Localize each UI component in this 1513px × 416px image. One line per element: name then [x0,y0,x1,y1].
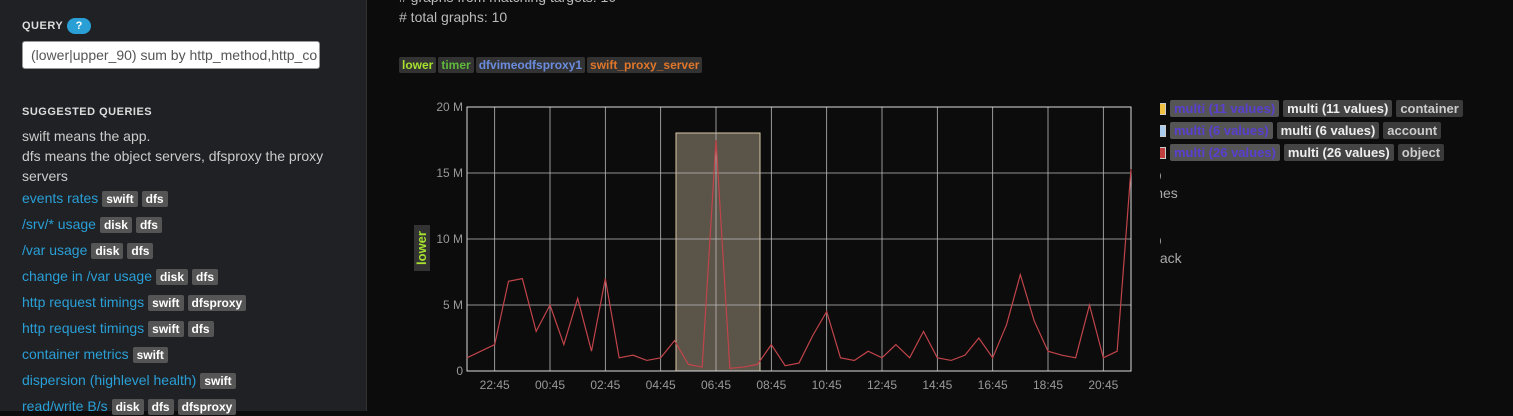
query-tag: swift [102,191,138,207]
description-line: dfs means the object servers, dfsproxy t… [22,148,324,184]
suggested-title: SUGGESTED QUERIES [22,106,153,118]
chart-bg [400,95,1160,405]
query-item: dispersion (highlevel health) swift [22,372,236,390]
x-tick-label: 02:45 [590,378,620,392]
filter-tag: swift_proxy_server [587,57,703,73]
chart: 0 5 M 10 M 15 M 20 M 22:45 00:45 02:45 04:45 06:4… [400,95,1160,405]
query-item: http request timings swift dfs [22,320,214,338]
filter-tag: dfvimeodfsproxy1 [475,57,586,73]
legend-row: multi (26 values) multi (26 values) object [1150,144,1445,162]
query-link[interactable]: events rates [22,190,99,206]
x-tick-label: 00:45 [535,378,565,392]
query-tag: swift [148,321,184,337]
query-link[interactable]: /srv/* usage [22,216,96,232]
legend-part[interactable]: multi (11 values) [1170,100,1280,117]
query-tag: dfs [127,243,154,259]
x-tick-label: 12:45 [867,378,897,392]
query-item: container metrics swift [22,346,168,364]
series-line [466,139,1132,370]
filter-tag: lower [399,57,437,73]
legend-part: multi (26 values) [1283,144,1394,161]
help-button[interactable]: ? [67,18,92,34]
query-tag: dfsproxy [187,295,247,311]
query-tag: disk [91,243,124,259]
query-item: read/write B/s disk dfs dfsproxy [22,398,237,416]
query-item: /srv/* usage disk dfs [22,216,162,234]
query-tag: dfs [192,269,218,285]
plot-border [466,106,1132,372]
y-tick-label: 10 M [436,232,463,246]
y-tick-label: 20 M [436,100,463,114]
legend-row: multi (11 values) multi (11 values) contai… [1150,100,1463,118]
x-tick-label: 18:45 [1033,378,1063,392]
y-tick-label: 5 M [443,298,463,312]
query-tag: dfsproxy [177,399,237,415]
x-tick-label: 16:45 [978,378,1008,392]
query-tag: dfs [187,321,214,337]
query-label-text: QUERY [22,19,64,32]
legend-part: container [1396,100,1463,117]
query-item: /var usage disk dfs [22,242,154,260]
legend-part: account [1383,122,1442,139]
tag-row: lower timer dfvimeodfsproxy1 swift_proxy_se… [399,56,704,74]
query-item: events rates swift dfs [22,190,168,208]
query-tag: swift [200,373,236,389]
query-tag: dfs [141,191,168,207]
query-link[interactable]: /var usage [22,242,88,258]
query-link[interactable]: container metrics [22,346,129,362]
query-link[interactable]: read/write B/s [22,398,108,414]
query-link[interactable]: dispersion (highlevel health) [22,372,197,388]
legend-part: multi (11 values) [1283,100,1393,117]
x-tick-label: 10:45 [812,378,842,392]
query-item: change in /var usage disk dfs [22,268,218,286]
y-tick-label: 0 [456,364,463,378]
x-tick-label: 08:45 [756,378,786,392]
query-tag: disk [111,399,144,415]
query-tag: disk [155,269,188,285]
legend-part[interactable]: multi (26 values) [1170,144,1280,161]
legend-part: object [1397,144,1445,161]
query-link[interactable]: change in /var usage [22,268,152,284]
query-link[interactable]: http request timings [22,294,145,310]
query-item: http request timings swift dfsproxy [22,294,247,312]
filter-tag: timer [438,57,474,73]
info-line: # total graphs: 10 [399,9,508,25]
legend-part[interactable]: multi (6 values) [1170,122,1273,139]
query-label: QUERY? [22,18,92,34]
query-link[interactable]: http request timings [22,320,145,336]
x-tick-label: 20:45 [1088,378,1118,392]
query-tag: dfs [135,217,162,233]
query-input[interactable]: (lower|upper_90) sum by http_method,http… [22,41,320,69]
x-tick-label: 14:45 [922,378,952,392]
y-axis-label: lower [414,231,429,265]
query-tag: swift [148,295,184,311]
info-line: # graphs from matching targets: 10 [399,0,616,5]
y-label-bg [414,225,430,271]
description-line: swift means the app. [22,128,151,144]
y-tick-label: 15 M [436,166,463,180]
legend-row: multi (6 values) multi (6 values) account [1150,122,1442,140]
x-tick-label: 06:45 [701,378,731,392]
description: swift means the app. dfs means the object… [22,126,332,186]
sidebar: QUERY? (lower|upper_90) sum by http_meth… [0,0,367,415]
x-tick-label: 04:45 [646,378,676,392]
legend-part: multi (6 values) [1276,122,1380,139]
query-tag: disk [99,217,132,233]
query-tag: swift [132,347,168,363]
x-tick-label: 22:45 [480,378,510,392]
query-tag: dfs [147,399,174,415]
